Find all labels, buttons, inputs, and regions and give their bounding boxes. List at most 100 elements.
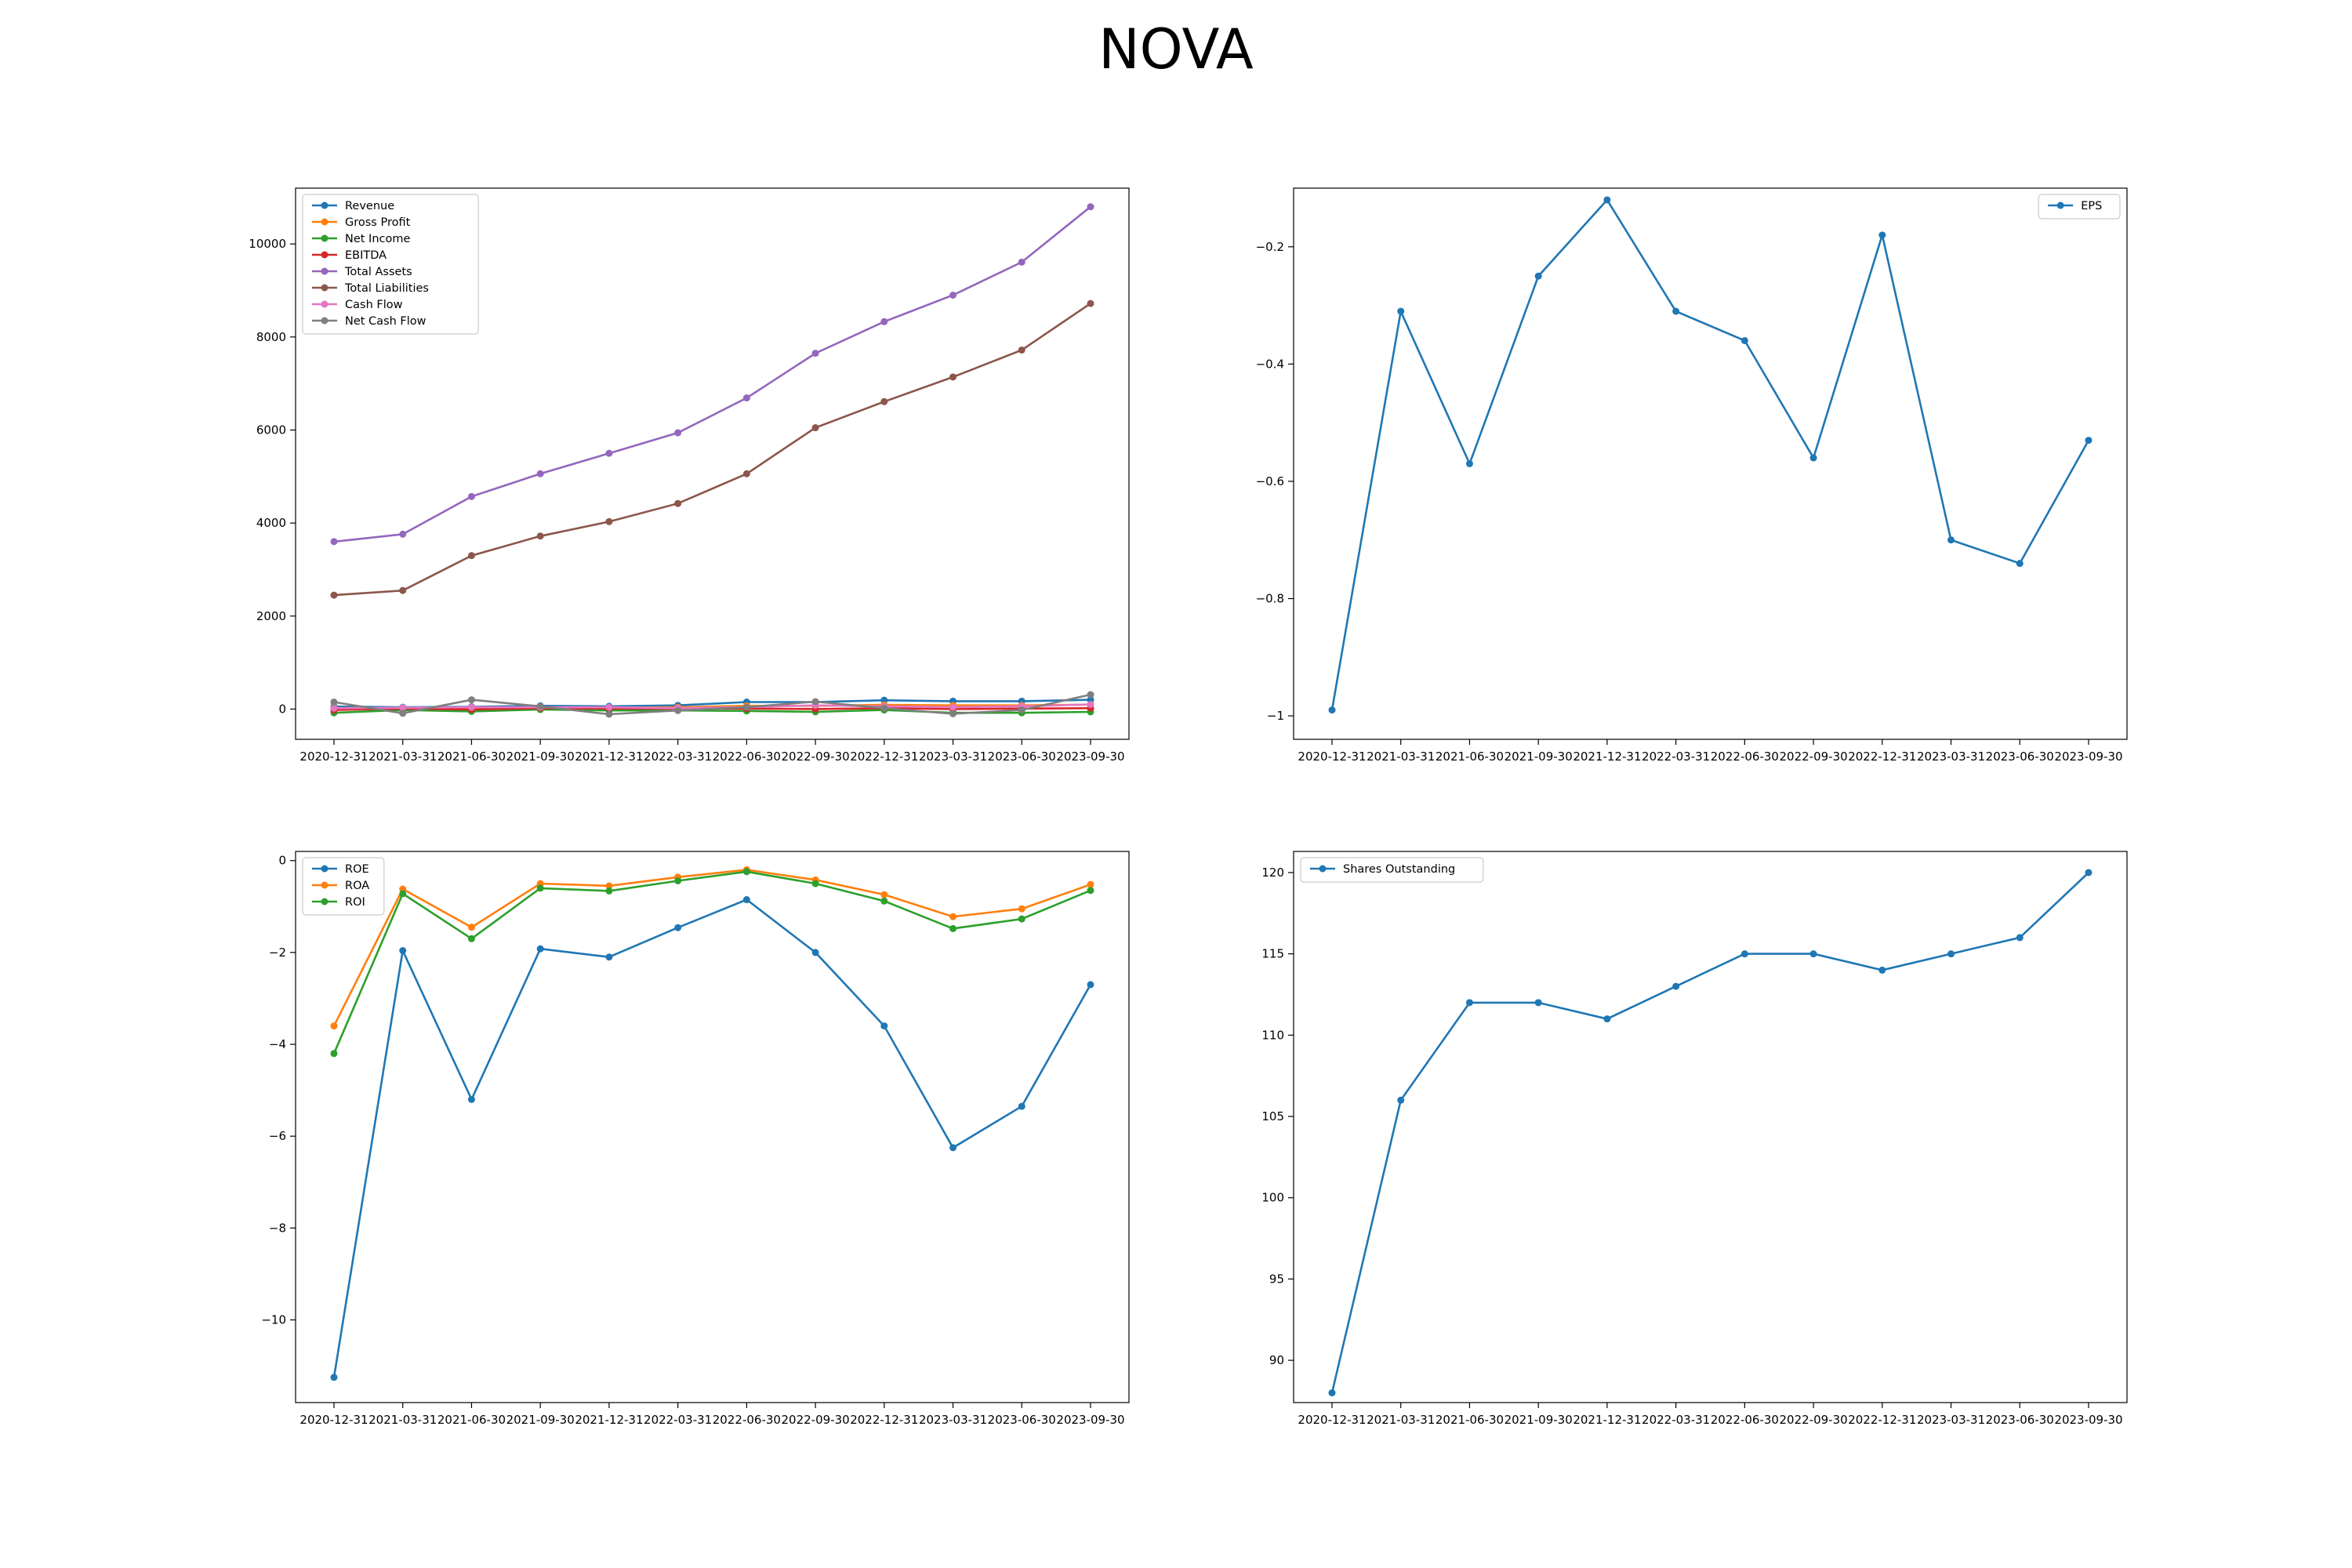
data-point bbox=[467, 924, 475, 931]
data-point bbox=[605, 882, 613, 890]
x-tick-label: 2023-06-30 bbox=[1986, 750, 2054, 764]
data-point bbox=[536, 470, 544, 477]
legend-entry: Total Assets bbox=[344, 266, 412, 278]
series-line-eps bbox=[1330, 198, 2090, 710]
data-point bbox=[1018, 905, 1025, 913]
y-tick-label: −10 bbox=[261, 1313, 286, 1327]
data-point bbox=[1087, 981, 1094, 989]
legend-box bbox=[302, 194, 479, 335]
x-tick-label: 2021-06-30 bbox=[1436, 750, 1504, 764]
legend-entry: Total Liabilities bbox=[344, 282, 429, 295]
x-tick-label: 2020-12-31 bbox=[299, 1413, 368, 1427]
series-line-roa bbox=[332, 869, 1091, 1027]
data-point bbox=[949, 373, 957, 381]
data-point bbox=[330, 538, 338, 546]
data-point bbox=[1087, 887, 1094, 895]
x-tick-label: 2022-09-30 bbox=[781, 1413, 849, 1427]
data-point bbox=[330, 1022, 338, 1030]
y-tick-label: −0.2 bbox=[1256, 240, 1284, 254]
legend: Shares Outstanding bbox=[1300, 857, 1484, 883]
data-point bbox=[742, 896, 750, 904]
data-point bbox=[1809, 454, 1817, 462]
series-line-shares-outstanding bbox=[1330, 872, 2089, 1393]
legend-box bbox=[1300, 857, 1484, 883]
legend-box bbox=[302, 857, 385, 916]
legend-marker bbox=[321, 881, 328, 889]
legend-marker bbox=[321, 201, 328, 209]
legend-entry: ROI bbox=[345, 896, 365, 909]
x-tick-label: 2020-12-31 bbox=[299, 750, 368, 764]
y-tick-label: −0.4 bbox=[1256, 357, 1284, 371]
data-point bbox=[742, 470, 750, 477]
x-tick-label: 2023-06-30 bbox=[1986, 1413, 2054, 1427]
data-point bbox=[467, 1095, 475, 1103]
data-point bbox=[467, 935, 475, 942]
legend-entry: EBITDA bbox=[345, 249, 387, 262]
data-point bbox=[2085, 869, 2092, 877]
x-tick-label: 2021-03-31 bbox=[1367, 1413, 1435, 1427]
legend-entry: Net Income bbox=[345, 233, 410, 245]
legend-marker bbox=[2056, 201, 2064, 209]
data-point bbox=[1603, 196, 1611, 204]
series-line-net-cash-flow bbox=[333, 693, 1091, 716]
legend-marker bbox=[321, 898, 328, 906]
y-tick-label: 6000 bbox=[256, 423, 286, 437]
x-tick-label: 2021-06-30 bbox=[1436, 1413, 1504, 1427]
data-point bbox=[1018, 258, 1025, 266]
y-tick-label: −8 bbox=[269, 1221, 286, 1235]
data-point bbox=[674, 924, 682, 931]
x-tick-label: 2022-12-31 bbox=[850, 1413, 918, 1427]
data-point bbox=[1878, 966, 1886, 974]
chart-panel-2: 2020-12-31 2021-03-31 2021-06-30 2021-09-30… bbox=[1256, 187, 2128, 764]
figure-title: NOVA bbox=[1098, 17, 1254, 82]
data-point bbox=[536, 945, 544, 953]
legend-marker bbox=[321, 317, 328, 325]
data-point bbox=[399, 704, 407, 712]
x-tick-label: 2023-03-31 bbox=[1917, 1413, 1985, 1427]
data-point bbox=[1672, 982, 1680, 990]
legend: EPS bbox=[2038, 194, 2121, 220]
plot-frame bbox=[1293, 187, 2128, 740]
x-tick-label: 2021-06-30 bbox=[437, 750, 506, 764]
legend-entry: ROE bbox=[345, 863, 369, 876]
data-point bbox=[1947, 950, 1955, 958]
x-tick-label: 2023-09-30 bbox=[1056, 1413, 1124, 1427]
x-tick-label: 2023-09-30 bbox=[1056, 750, 1124, 764]
chart-panel-4: 2020-12-31 2021-03-31 2021-06-30 2021-09-30… bbox=[1261, 851, 2128, 1427]
x-tick-label: 2022-09-30 bbox=[781, 750, 849, 764]
data-point bbox=[399, 947, 407, 955]
legend-entry: Revenue bbox=[345, 200, 394, 212]
legend-marker bbox=[321, 865, 328, 873]
y-tick-label: 4000 bbox=[256, 516, 286, 530]
legend-entry: ROA bbox=[345, 880, 369, 892]
x-tick-label: 2022-12-31 bbox=[1848, 1413, 1916, 1427]
x-tick-label: 2021-03-31 bbox=[368, 1413, 437, 1427]
legend-marker bbox=[321, 234, 328, 242]
data-point bbox=[1603, 1015, 1611, 1023]
data-point bbox=[1534, 999, 1542, 1007]
x-tick-label: 2022-09-30 bbox=[1779, 1413, 1847, 1427]
series-line-total-assets bbox=[333, 205, 1091, 543]
plot-frame bbox=[1293, 851, 2128, 1403]
y-tick-label: 8000 bbox=[256, 330, 286, 344]
data-point bbox=[536, 532, 544, 540]
legend-entry: Shares Outstanding bbox=[1343, 863, 1455, 876]
x-tick-label: 2021-09-30 bbox=[1504, 750, 1573, 764]
data-point bbox=[1087, 203, 1094, 211]
x-tick-label: 2022-06-30 bbox=[1711, 1413, 1779, 1427]
data-point bbox=[880, 1022, 888, 1030]
data-point bbox=[1740, 336, 1748, 344]
data-point bbox=[467, 703, 475, 711]
legend-entry: Gross Profit bbox=[345, 216, 411, 229]
legend: Revenue Gross Profit Net Income EBITDA Total… bbox=[302, 194, 479, 335]
data-point bbox=[811, 350, 819, 358]
data-point bbox=[1087, 691, 1094, 699]
data-point bbox=[1087, 701, 1094, 709]
data-point bbox=[1087, 299, 1094, 307]
y-tick-label: 2000 bbox=[256, 609, 286, 623]
data-point bbox=[949, 710, 957, 717]
data-point bbox=[1397, 1096, 1405, 1104]
y-tick-label: 120 bbox=[1261, 866, 1284, 880]
y-tick-label: 0 bbox=[278, 854, 286, 868]
data-point bbox=[949, 924, 957, 932]
